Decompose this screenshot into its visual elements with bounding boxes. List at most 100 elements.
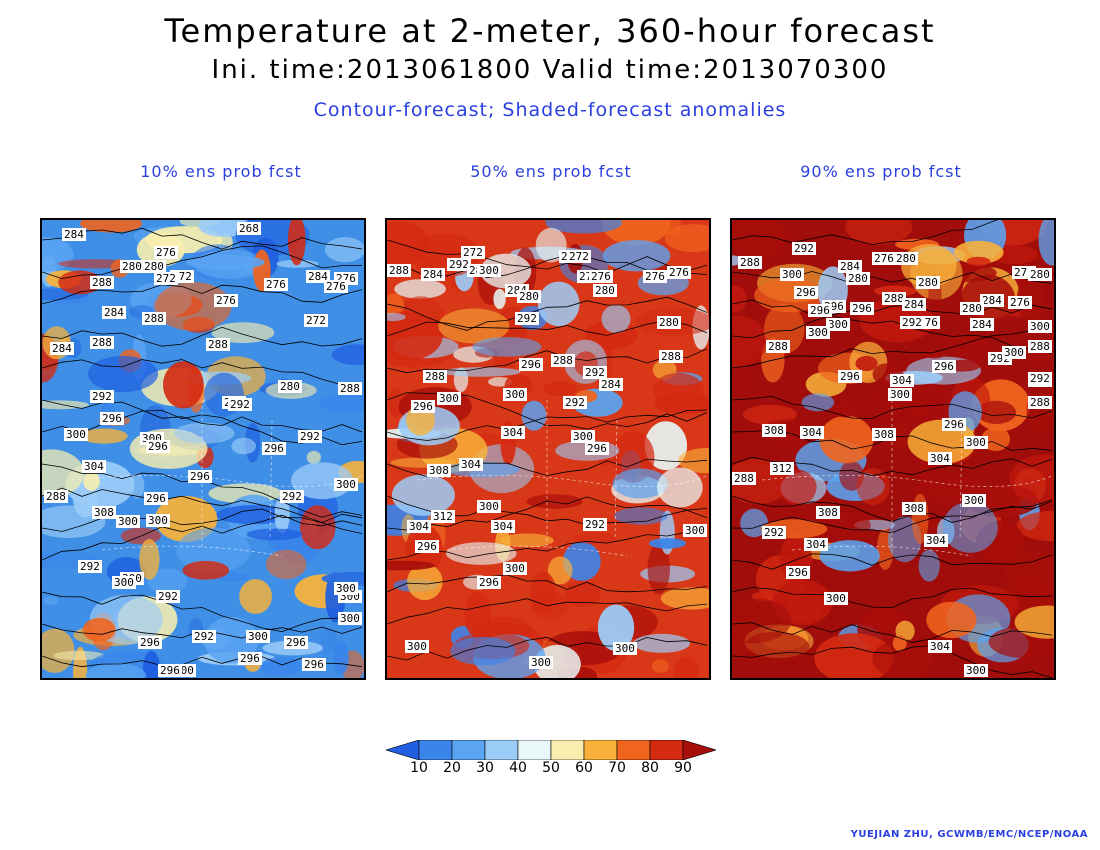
contour-label: 284 xyxy=(902,298,926,311)
contour-label: 292 xyxy=(583,518,607,531)
contour-label: 300 xyxy=(964,664,988,677)
contour-label: 276 xyxy=(154,246,178,259)
contour-label: 288 xyxy=(423,370,447,383)
contour-label: 272 xyxy=(461,246,485,259)
contour-label: 288 xyxy=(142,312,166,325)
contour-label: 308 xyxy=(92,506,116,519)
contour-label: 284 xyxy=(970,318,994,331)
contour-label: 296 xyxy=(838,370,862,383)
colorbar-segment xyxy=(616,740,651,760)
contour-label: 296 xyxy=(519,358,543,371)
contour-label: 292 xyxy=(192,630,216,643)
colorbar-segment xyxy=(517,740,552,760)
colorbar-tick-label: 40 xyxy=(509,760,527,776)
contour-label: 296 xyxy=(942,418,966,431)
contour-label: 304 xyxy=(800,426,824,439)
contour-label: 292 xyxy=(78,560,102,573)
contour-label: 300 xyxy=(806,326,830,339)
contour-label: 284 xyxy=(599,378,623,391)
anomaly-colorbar xyxy=(386,740,716,760)
contour-label: 296 xyxy=(146,440,170,453)
contour-label: 280 xyxy=(846,272,870,285)
contour-label: 276 xyxy=(872,252,896,265)
contour-label: 300 xyxy=(477,500,501,513)
contour-label: 276 xyxy=(589,270,613,283)
contour-label: 300 xyxy=(826,318,850,331)
contour-label: 312 xyxy=(431,510,455,523)
panel-title-90: 90% ens prob fcst xyxy=(800,162,962,181)
contour-label: 300 xyxy=(112,576,136,589)
contour-label: 296 xyxy=(188,470,212,483)
contour-label: 292 xyxy=(280,490,304,503)
colorbar-tick-label: 60 xyxy=(575,760,593,776)
contour-label: 300 xyxy=(334,582,358,595)
contour-label: 292 xyxy=(447,258,471,271)
contour-label: 300 xyxy=(146,514,170,527)
colorbar-segment xyxy=(386,740,420,760)
colorbar-segment xyxy=(550,740,585,760)
map-panel-90pct: 292 288 300 296 284 280 276 280 296 296 288 284 280 2… xyxy=(730,218,1056,680)
contour-label: 272 xyxy=(154,272,178,285)
contour-label: 288 xyxy=(387,264,411,277)
contour-label: 292 xyxy=(228,398,252,411)
contour-label: 296 xyxy=(144,492,168,505)
contour-label: 292 xyxy=(900,316,924,329)
contour-label: 268 xyxy=(237,222,261,235)
contour-label: 296 xyxy=(100,412,124,425)
contour-label: 284 xyxy=(421,268,445,281)
contour-label: 288 xyxy=(206,338,230,351)
contour-label: 284 xyxy=(980,294,1004,307)
contour-label: 292 xyxy=(792,242,816,255)
contour-label: 304 xyxy=(82,460,106,473)
contour-label: 300 xyxy=(1002,346,1026,359)
contour-label: 308 xyxy=(762,424,786,437)
contour-label: 296 xyxy=(477,576,501,589)
credit-text: YUEJIAN ZHU, GCWMB/EMC/NCEP/NOAA xyxy=(850,829,1088,840)
contour-label: 300 xyxy=(529,656,553,669)
contour-label: 300 xyxy=(116,515,140,528)
contour-label: 296 xyxy=(284,636,308,649)
contour-label: 300 xyxy=(334,478,358,491)
contour-label: 300 xyxy=(780,268,804,281)
colorbar-segment xyxy=(418,740,453,760)
contour-label: 300 xyxy=(477,264,501,277)
contour-label: 292 xyxy=(156,590,180,603)
contour-label: 292 xyxy=(298,430,322,443)
contour-label: 300 xyxy=(824,592,848,605)
contour-label: 296 xyxy=(808,304,832,317)
contour-label: 288 xyxy=(732,472,756,485)
contour-label: 300 xyxy=(683,524,707,537)
contour-label: 272 xyxy=(567,250,591,263)
contour-label: 280 xyxy=(894,252,918,265)
contour-label: 280 xyxy=(916,276,940,289)
contour-label: 296 xyxy=(411,400,435,413)
contour-label: 280 xyxy=(1028,268,1052,281)
map-subtitle: Contour-forecast; Shaded-forecast anomal… xyxy=(313,99,787,121)
colorbar-tick-label: 70 xyxy=(608,760,626,776)
contour-label: 296 xyxy=(415,540,439,553)
contour-label: 280 xyxy=(960,302,984,315)
colorbar-segment xyxy=(451,740,486,760)
contour-label: 292 xyxy=(515,312,539,325)
contour-label: 300 xyxy=(246,630,270,643)
map-panel-10pct: 268 284 276 272 280 288 284 276 272 276 280 284 288 2… xyxy=(40,218,366,680)
contour-label: 296 xyxy=(794,286,818,299)
contour-label: 288 xyxy=(1028,396,1052,409)
contour-label: 284 xyxy=(50,342,74,355)
contour-label: 296 xyxy=(158,664,182,677)
contour-label: 308 xyxy=(427,464,451,477)
contour-label: 312 xyxy=(770,462,794,475)
contour-label: 288 xyxy=(44,490,68,503)
colorbar-tick-label: 90 xyxy=(674,760,692,776)
contour-label: 296 xyxy=(262,442,286,455)
contour-label: 304 xyxy=(928,640,952,653)
contour-label: 280 xyxy=(593,284,617,297)
contour-label: 288 xyxy=(338,382,362,395)
contour-label: 304 xyxy=(804,538,828,551)
map-panel-50pct: 2722882842922883002722722762842802762802… xyxy=(385,218,711,680)
contour-label: 300 xyxy=(888,388,912,401)
contour-label: 288 xyxy=(738,256,762,269)
panel-title-50: 50% ens prob fcst xyxy=(470,162,632,181)
colorbar-tick-label: 20 xyxy=(443,760,461,776)
contour-label: 280 xyxy=(278,380,302,393)
